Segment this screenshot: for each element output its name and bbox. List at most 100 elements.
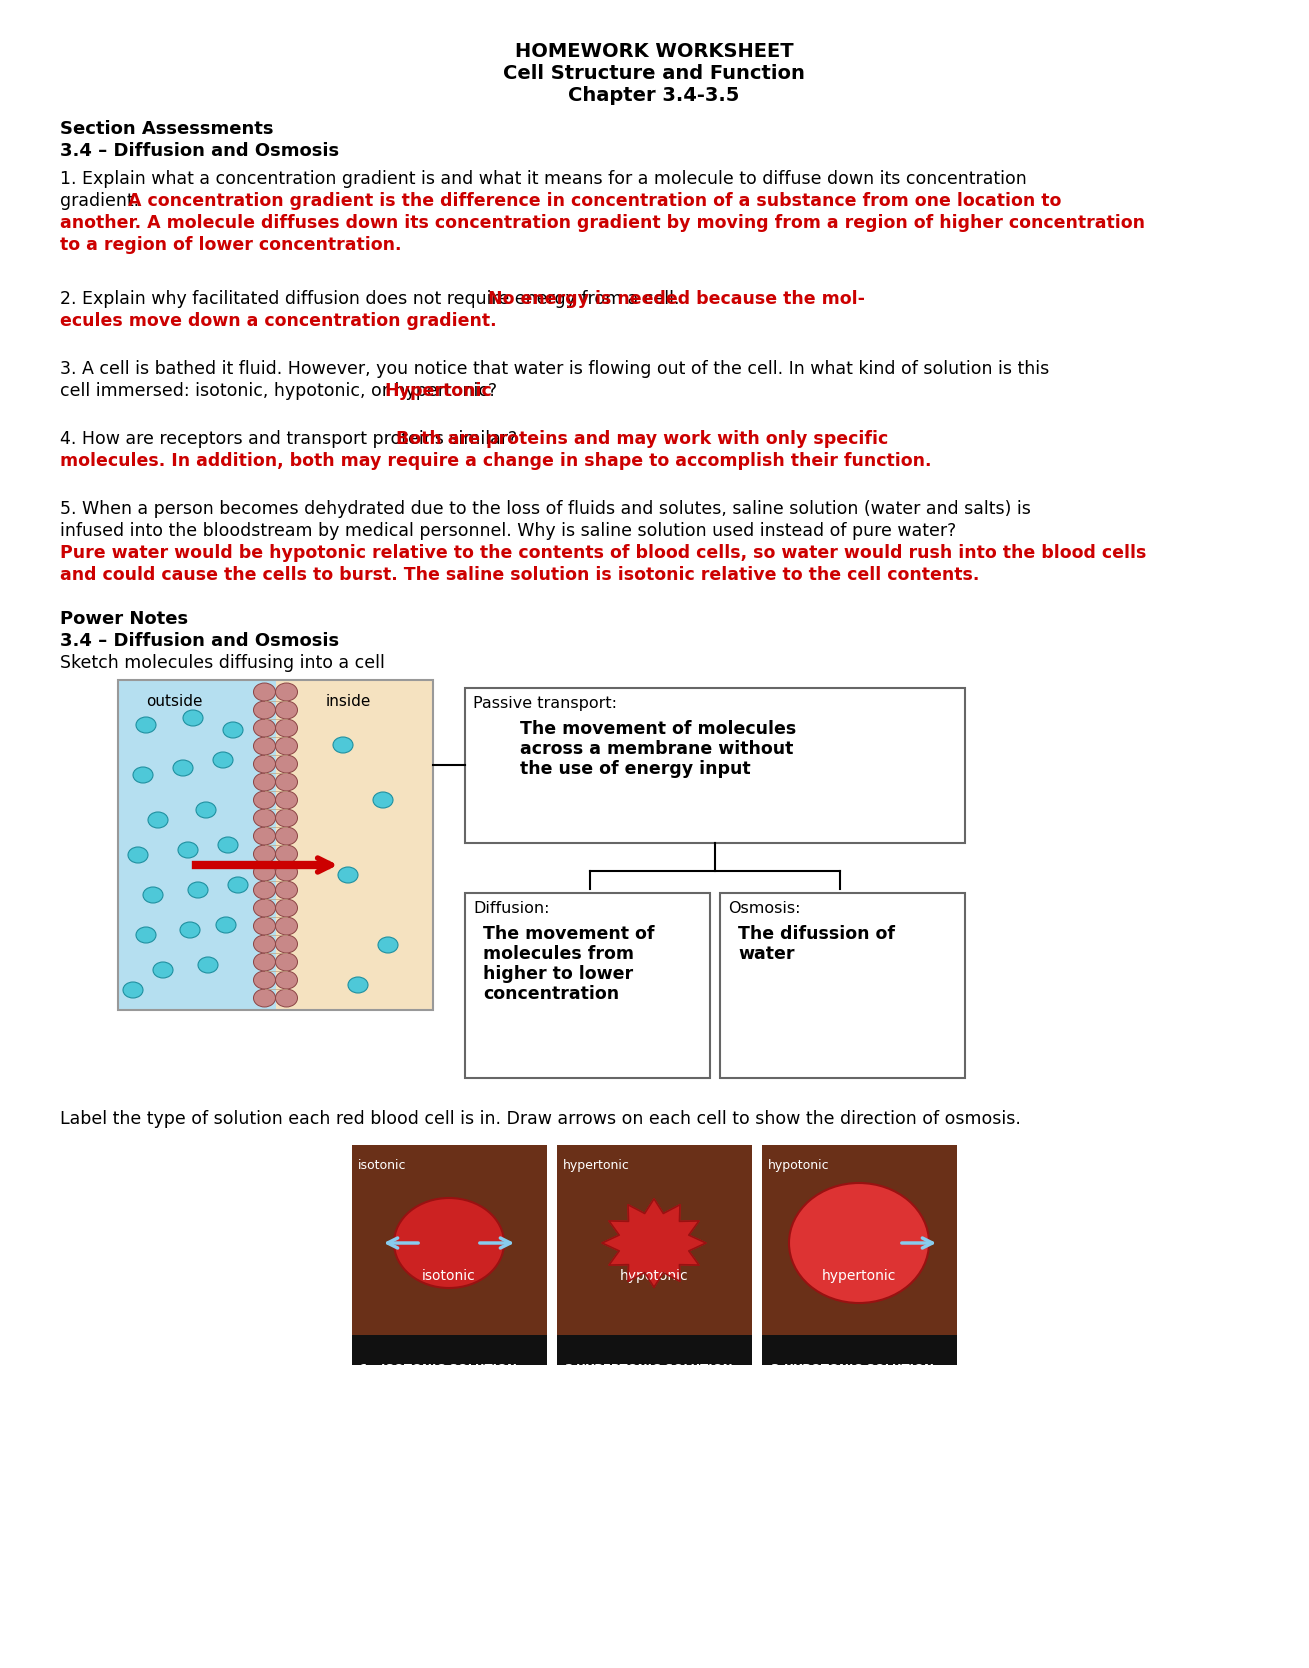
Text: infused into the bloodstream by medical personnel. Why is saline solution used i: infused into the bloodstream by medical …	[60, 522, 957, 540]
Text: 4. How are receptors and transport proteins similar?: 4. How are receptors and transport prote…	[60, 430, 522, 449]
Ellipse shape	[275, 899, 297, 917]
Ellipse shape	[275, 952, 297, 971]
Text: isotonic: isotonic	[421, 1269, 476, 1283]
Ellipse shape	[275, 772, 297, 791]
Text: higher to lower: higher to lower	[483, 966, 634, 982]
Text: 3.4 – Diffusion and Osmosis: 3.4 – Diffusion and Osmosis	[60, 632, 339, 651]
Text: 2: 2	[565, 1363, 573, 1376]
Text: 2. Explain why facilitated diffusion does not require energy from a cell.: 2. Explain why facilitated diffusion doe…	[60, 290, 685, 309]
Text: Both are proteins and may work with only specific: Both are proteins and may work with only…	[397, 430, 889, 449]
Ellipse shape	[332, 737, 353, 752]
Ellipse shape	[348, 977, 368, 992]
Text: 5. When a person becomes dehydrated due to the loss of fluids and solutes, salin: 5. When a person becomes dehydrated due …	[60, 500, 1031, 519]
Text: HYPOTONIC SOLUTION: HYPOTONIC SOLUTION	[784, 1363, 935, 1376]
Text: hypertonic: hypertonic	[822, 1269, 897, 1283]
Text: hypotonic: hypotonic	[768, 1159, 830, 1173]
Bar	[465, 892, 709, 1078]
Text: The movement of: The movement of	[483, 926, 654, 942]
Ellipse shape	[275, 971, 297, 989]
Bar	[762, 1144, 957, 1364]
Text: 3. A cell is bathed it fluid. However, you notice that water is flowing out of t: 3. A cell is bathed it fluid. However, y…	[60, 360, 1050, 379]
Ellipse shape	[196, 802, 216, 817]
Ellipse shape	[254, 917, 275, 936]
Text: 3: 3	[770, 1363, 779, 1376]
Text: cell immersed: isotonic, hypotonic, or hypertonic?: cell immersed: isotonic, hypotonic, or h…	[60, 382, 503, 400]
Bar	[118, 681, 275, 1011]
Ellipse shape	[378, 937, 398, 952]
Bar	[558, 1334, 751, 1364]
Ellipse shape	[219, 837, 238, 852]
Ellipse shape	[275, 719, 297, 737]
Text: water: water	[738, 946, 795, 962]
Text: Diffusion:: Diffusion:	[473, 901, 550, 916]
Ellipse shape	[136, 927, 156, 942]
Ellipse shape	[275, 862, 297, 881]
Ellipse shape	[275, 936, 297, 952]
Text: Pure water would be hypotonic relative to the contents of blood cells, so water : Pure water would be hypotonic relative t…	[60, 544, 1147, 562]
Ellipse shape	[275, 989, 297, 1007]
Ellipse shape	[254, 772, 275, 791]
Text: Passive transport:: Passive transport:	[473, 696, 617, 711]
Ellipse shape	[394, 1198, 504, 1288]
Ellipse shape	[254, 719, 275, 737]
Ellipse shape	[134, 767, 153, 782]
Text: The movement of molecules: The movement of molecules	[520, 721, 796, 737]
Text: HYPERTONIC SOLUTION: HYPERTONIC SOLUTION	[576, 1363, 732, 1376]
Text: Chapter 3.4-3.5: Chapter 3.4-3.5	[568, 87, 740, 105]
Ellipse shape	[254, 971, 275, 989]
Bar	[352, 1144, 547, 1364]
Bar	[352, 1334, 547, 1364]
Ellipse shape	[173, 761, 192, 776]
Ellipse shape	[275, 846, 297, 862]
Ellipse shape	[789, 1183, 929, 1303]
Text: Hypertonic: Hypertonic	[384, 382, 492, 400]
Ellipse shape	[254, 862, 275, 881]
Bar	[118, 681, 433, 1011]
Text: ISOTONIC SOLUTION: ISOTONIC SOLUTION	[381, 1363, 517, 1376]
Ellipse shape	[254, 809, 275, 827]
Ellipse shape	[254, 952, 275, 971]
Text: gradient.: gradient.	[60, 192, 144, 210]
Bar	[465, 687, 965, 842]
Text: Section Assessments: Section Assessments	[60, 120, 274, 138]
Ellipse shape	[275, 881, 297, 899]
Ellipse shape	[254, 989, 275, 1007]
Ellipse shape	[198, 957, 219, 972]
Text: hypertonic: hypertonic	[563, 1159, 630, 1173]
Text: 3.4 – Diffusion and Osmosis: 3.4 – Diffusion and Osmosis	[60, 142, 339, 160]
Text: the use of energy input: the use of energy input	[520, 761, 750, 777]
Ellipse shape	[275, 791, 297, 809]
Ellipse shape	[188, 882, 208, 897]
Ellipse shape	[275, 737, 297, 756]
Ellipse shape	[275, 809, 297, 827]
Polygon shape	[602, 1199, 706, 1288]
Ellipse shape	[254, 682, 275, 701]
Ellipse shape	[254, 936, 275, 952]
Text: and could cause the cells to burst. The saline solution is isotonic relative to : and could cause the cells to burst. The …	[60, 565, 979, 584]
Ellipse shape	[254, 846, 275, 862]
Ellipse shape	[254, 791, 275, 809]
Ellipse shape	[275, 756, 297, 772]
Text: Power Notes: Power Notes	[60, 610, 188, 627]
Text: 1. Explain what a concentration gradient is and what it means for a molecule to : 1. Explain what a concentration gradient…	[60, 170, 1026, 188]
Text: isotonic: isotonic	[357, 1159, 407, 1173]
Ellipse shape	[338, 867, 357, 882]
Text: HOMEWORK WORKSHEET: HOMEWORK WORKSHEET	[514, 42, 793, 62]
Ellipse shape	[148, 812, 168, 827]
Text: ecules move down a concentration gradient.: ecules move down a concentration gradien…	[60, 312, 496, 330]
Text: The difussion of: The difussion of	[738, 926, 895, 942]
Text: molecules from: molecules from	[483, 946, 634, 962]
Text: outside: outside	[147, 694, 203, 709]
Ellipse shape	[373, 792, 393, 807]
Ellipse shape	[153, 962, 173, 977]
Ellipse shape	[181, 922, 200, 937]
Ellipse shape	[143, 887, 164, 902]
Bar	[762, 1334, 957, 1364]
Ellipse shape	[649, 1228, 679, 1248]
Text: molecules. In addition, both may require a change in shape to accomplish their f: molecules. In addition, both may require…	[60, 452, 932, 470]
Text: hypotonic: hypotonic	[619, 1269, 689, 1283]
Ellipse shape	[178, 842, 198, 857]
Text: inside: inside	[326, 694, 372, 709]
Ellipse shape	[223, 722, 243, 737]
Text: 1: 1	[360, 1363, 369, 1376]
